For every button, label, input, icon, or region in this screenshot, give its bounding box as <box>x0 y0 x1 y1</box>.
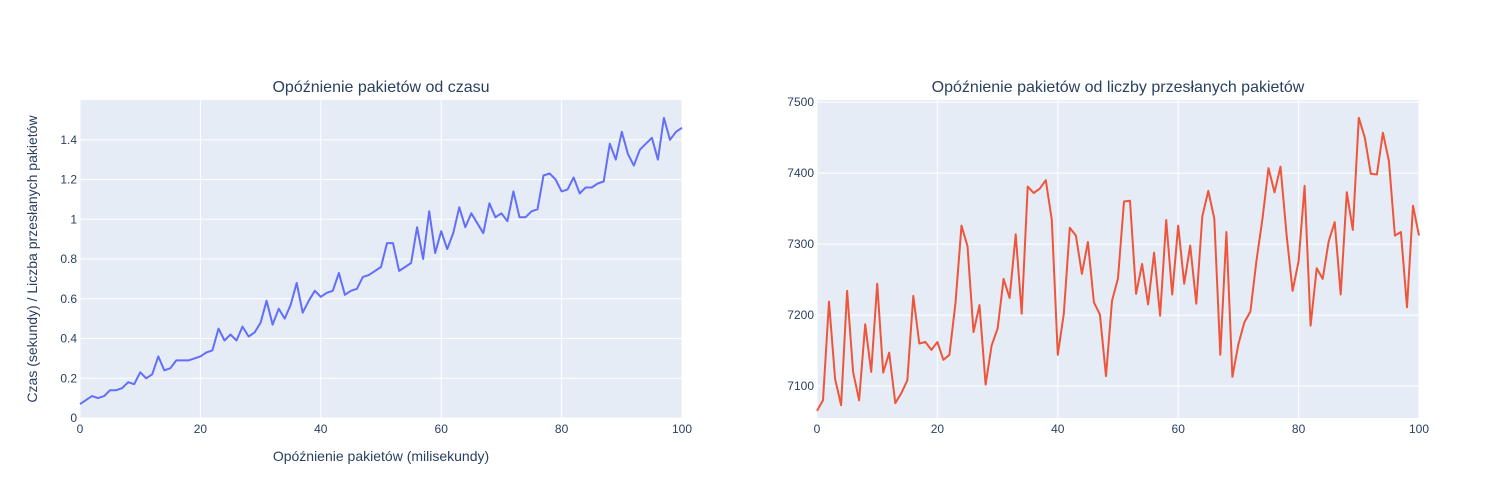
chart-delay-vs-time: 0 20 40 60 80 100 0 0.2 0.4 0.6 0.8 1 1.2 1.4 Opóźni… <box>24 79 692 464</box>
chart-delay-vs-packets: 0 20 40 60 80 100 7100 7200 7300 7400 7500 Opóźni… <box>787 79 1429 436</box>
y-tick-label: 0.4 <box>60 332 77 346</box>
y-tick-label: 7400 <box>787 166 814 180</box>
plot-background <box>817 100 1419 418</box>
x-axis-title: Opóźnienie pakietów (milisekundy) <box>273 448 489 464</box>
series-line <box>816 116 1420 412</box>
x-tick-label: 100 <box>1409 422 1429 436</box>
y-tick-label: 1.2 <box>60 173 77 187</box>
y-tick-labels: 0 0.2 0.4 0.6 0.8 1 1.2 1.4 <box>60 133 77 425</box>
x-tick-label: 80 <box>1292 422 1306 436</box>
y-axis-title: Czas (sekundy) / Liczba przesłanych paki… <box>24 115 40 403</box>
y-tick-label: 1 <box>70 212 77 226</box>
y-tick-labels: 7100 7200 7300 7400 7500 <box>787 95 814 393</box>
y-tick-label: 0 <box>70 411 77 425</box>
x-tick-label: 20 <box>194 422 208 436</box>
x-tick-label: 60 <box>435 422 449 436</box>
y-tick-label: 7300 <box>787 237 814 251</box>
y-tick-label: 0.2 <box>60 371 77 385</box>
chart-title: Opóźnienie pakietów od liczby przesłanyc… <box>932 79 1305 96</box>
gridlines <box>79 100 683 419</box>
x-tick-labels: 0 20 40 60 80 100 <box>814 422 1430 436</box>
gridlines <box>816 100 1420 418</box>
series-line <box>79 116 683 405</box>
y-tick-label: 7200 <box>787 308 814 322</box>
x-tick-label: 0 <box>814 422 821 436</box>
y-tick-label: 1.4 <box>60 133 77 147</box>
x-tick-label: 0 <box>77 422 84 436</box>
y-tick-label: 0.8 <box>60 252 77 266</box>
x-tick-label: 40 <box>314 422 328 436</box>
y-tick-label: 7500 <box>787 95 814 109</box>
x-tick-label: 80 <box>555 422 569 436</box>
x-tick-label: 40 <box>1051 422 1065 436</box>
chart-title: Opóźnienie pakietów od czasu <box>272 79 489 96</box>
x-tick-label: 20 <box>931 422 945 436</box>
x-tick-label: 100 <box>672 422 692 436</box>
x-tick-label: 60 <box>1172 422 1186 436</box>
y-tick-label: 7100 <box>787 379 814 393</box>
x-tick-labels: 0 20 40 60 80 100 <box>77 422 693 436</box>
y-tick-label: 0.6 <box>60 292 77 306</box>
